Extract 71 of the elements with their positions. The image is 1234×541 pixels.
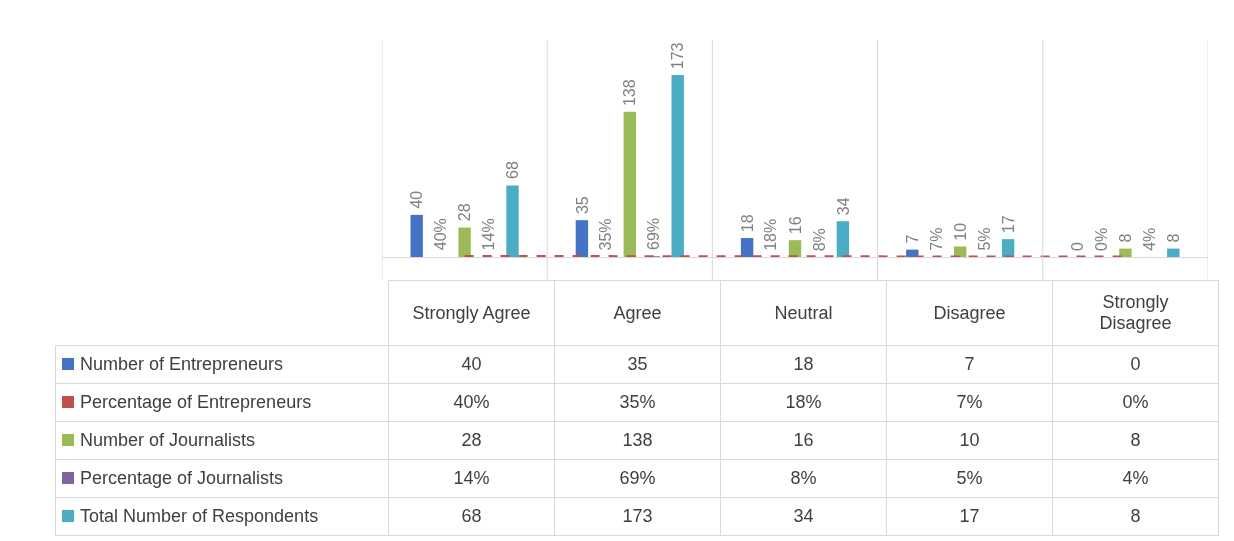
- data-label: 34: [720, 497, 887, 536]
- bar: [1167, 248, 1180, 257]
- data-label: 8: [1052, 497, 1219, 536]
- bar: [506, 185, 519, 257]
- x-tick-label: Disagree: [886, 280, 1053, 346]
- text: 138: [621, 79, 639, 107]
- text: 14%: [479, 218, 497, 251]
- legend-label: Percentage of Journalists: [80, 468, 284, 488]
- bar: [836, 221, 850, 257]
- text: 28: [456, 203, 474, 222]
- text: 0: [1068, 242, 1086, 251]
- text: 10: [951, 222, 969, 241]
- text: 68: [504, 161, 522, 179]
- data-label: 7: [886, 345, 1053, 384]
- legend-label: Number of Journalists: [80, 430, 256, 450]
- text: 69%: [645, 217, 663, 251]
- data-label: 10: [886, 421, 1053, 460]
- legend-label: Total Number of Respondents: [80, 506, 319, 526]
- data-label: 8: [1052, 421, 1219, 460]
- x-tick-label: Neutral: [720, 280, 887, 346]
- text: 40%: [432, 218, 450, 251]
- data-label: 5%: [886, 459, 1053, 498]
- data-label: 35: [554, 345, 721, 384]
- bar: [575, 220, 589, 257]
- data-label: 0: [1052, 345, 1219, 384]
- text: 35: [573, 196, 591, 215]
- bar: [671, 75, 684, 257]
- bar: [410, 214, 423, 257]
- text: 40: [407, 190, 425, 209]
- text: 7: [904, 234, 922, 244]
- data-label: 14%: [388, 459, 555, 498]
- data-label: 18: [720, 345, 887, 384]
- data-label: 17: [886, 497, 1053, 536]
- data-label: 28: [388, 421, 555, 460]
- legend-label: Percentage of Entrepreneurs: [80, 392, 312, 412]
- data-label: 18%: [720, 383, 887, 422]
- bar: [458, 227, 471, 257]
- data-label: 69%: [554, 459, 721, 498]
- text: 0%: [1092, 227, 1110, 251]
- data-label: 138: [554, 421, 721, 460]
- legend-label: Number of Entrepreneurs: [80, 354, 284, 374]
- text: 17: [999, 215, 1017, 234]
- data-label: 40: [388, 345, 555, 384]
- text: 8: [1165, 233, 1183, 243]
- x-tick-label: Strongly Agree: [388, 280, 555, 346]
- text: 7%: [927, 227, 945, 251]
- x-tick-label: Strongly Disagree: [1052, 280, 1219, 346]
- text: 35%: [597, 218, 615, 251]
- data-label: 4%: [1052, 459, 1219, 498]
- text: 18: [739, 214, 757, 233]
- data-label: 16: [720, 421, 887, 460]
- text: 34: [834, 197, 852, 216]
- bar: [740, 238, 754, 257]
- bar: [623, 111, 636, 257]
- text: 5%: [975, 227, 993, 251]
- text: 16: [786, 216, 804, 235]
- data-label: 8%: [720, 459, 887, 498]
- text: 18%: [762, 218, 780, 251]
- bar: [1119, 248, 1132, 257]
- data-label: 0%: [1052, 383, 1219, 422]
- text: 8%: [810, 228, 828, 252]
- data-label: 173: [554, 497, 721, 536]
- data-label: 40%: [388, 383, 555, 422]
- x-tick-label: Agree: [554, 280, 721, 346]
- data-label: 35%: [554, 383, 721, 422]
- data-label: 7%: [886, 383, 1053, 422]
- text: 173: [669, 42, 687, 70]
- text: 8: [1117, 233, 1135, 243]
- text: 4%: [1140, 227, 1158, 251]
- bar: [954, 246, 967, 257]
- data-label: 68: [388, 497, 555, 536]
